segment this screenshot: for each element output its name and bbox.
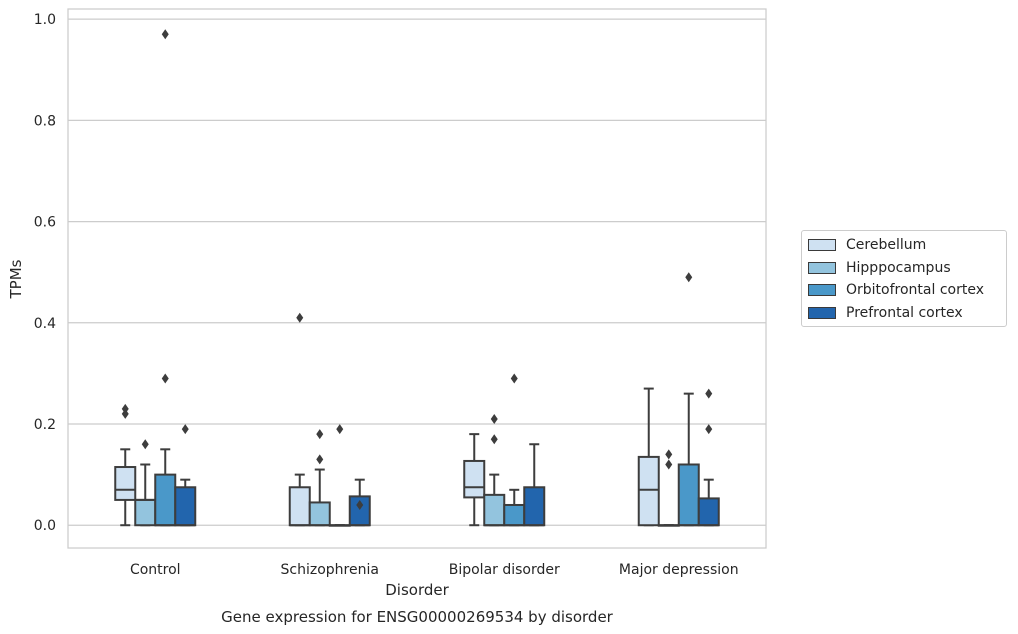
- outlier-point: [141, 439, 149, 450]
- x-tick-label: Major depression: [619, 562, 739, 578]
- outlier-point: [336, 424, 344, 435]
- legend-label: Cerebellum: [846, 237, 927, 253]
- outlier-point: [665, 449, 673, 460]
- outlier-point: [490, 413, 498, 424]
- box: [503, 503, 526, 527]
- box: [637, 455, 660, 527]
- outlier-point: [121, 403, 129, 414]
- box: [174, 486, 197, 527]
- box: [463, 459, 486, 499]
- outlier-point: [510, 373, 518, 384]
- box: [288, 486, 311, 527]
- y-tick-label: 0.0: [34, 518, 56, 534]
- outlier-point: [181, 424, 189, 435]
- legend-swatch-prefrontal-cortex: [808, 307, 836, 319]
- x-axis-label: Disorder: [385, 581, 449, 599]
- box: [114, 466, 137, 501]
- outlier-point: [316, 454, 324, 465]
- legend-swatch-cerebellum: [808, 239, 836, 251]
- legend-item-prefrontal-cortex: Prefrontal cortex: [808, 302, 963, 324]
- x-tick-label: Bipolar disorder: [449, 562, 560, 578]
- legend-label: Hipppocampus: [846, 260, 951, 276]
- y-axis-label: TPMs: [7, 259, 25, 299]
- legend-swatch-hippocampus: [808, 262, 836, 274]
- box: [134, 498, 157, 527]
- outlier-point: [161, 373, 169, 384]
- x-tick-label: Control: [130, 562, 181, 578]
- y-tick-label: 0.4: [34, 316, 56, 332]
- outlier-point: [490, 434, 498, 445]
- outlier-point: [705, 388, 713, 399]
- y-tick-label: 0.2: [34, 417, 56, 433]
- box: [677, 463, 700, 527]
- plot-area: [67, 8, 767, 549]
- outlier-point: [296, 312, 304, 323]
- legend-item-hippocampus: Hipppocampus: [808, 257, 951, 279]
- box-series-cerebellum: [114, 312, 660, 527]
- outlier-point: [121, 408, 129, 419]
- box: [523, 486, 546, 527]
- legend-swatch-orbitofrontal-cortex: [808, 284, 836, 296]
- outlier-point: [161, 29, 169, 40]
- y-tick-label: 0.6: [34, 215, 56, 231]
- box-series-prefrontal-cortex: [174, 388, 720, 527]
- outlier-point: [685, 272, 693, 283]
- legend-label: Prefrontal cortex: [846, 305, 963, 321]
- box-series-orbitofrontal-cortex: [154, 29, 700, 527]
- legend-label: Orbitofrontal cortex: [846, 282, 984, 298]
- y-tick-labels: 0.0 0.2 0.4 0.6 0.8 1.0: [34, 12, 56, 534]
- legend: Cerebellum Hipppocampus Orbitofrontal co…: [801, 230, 1007, 327]
- box: [154, 473, 177, 527]
- box: [697, 497, 720, 527]
- y-tick-label: 1.0: [34, 12, 56, 28]
- legend-item-orbitofrontal-cortex: Orbitofrontal cortex: [808, 279, 984, 301]
- y-tick-label: 0.8: [34, 113, 56, 129]
- x-tick-label: Schizophrenia: [281, 562, 379, 578]
- chart-title: Gene expression for ENSG00000269534 by d…: [221, 608, 614, 626]
- box: [483, 493, 506, 527]
- box: [308, 501, 331, 527]
- outlier-point: [705, 424, 713, 435]
- legend-item-cerebellum: Cerebellum: [808, 234, 926, 256]
- x-tick-labels: Control Schizophrenia Bipolar disorder Majo…: [130, 562, 739, 578]
- box-series: [114, 29, 720, 527]
- box-series-hipppocampus: [134, 413, 680, 527]
- outlier-point: [356, 499, 364, 510]
- outlier-point: [316, 429, 324, 440]
- outlier-point: [665, 459, 673, 470]
